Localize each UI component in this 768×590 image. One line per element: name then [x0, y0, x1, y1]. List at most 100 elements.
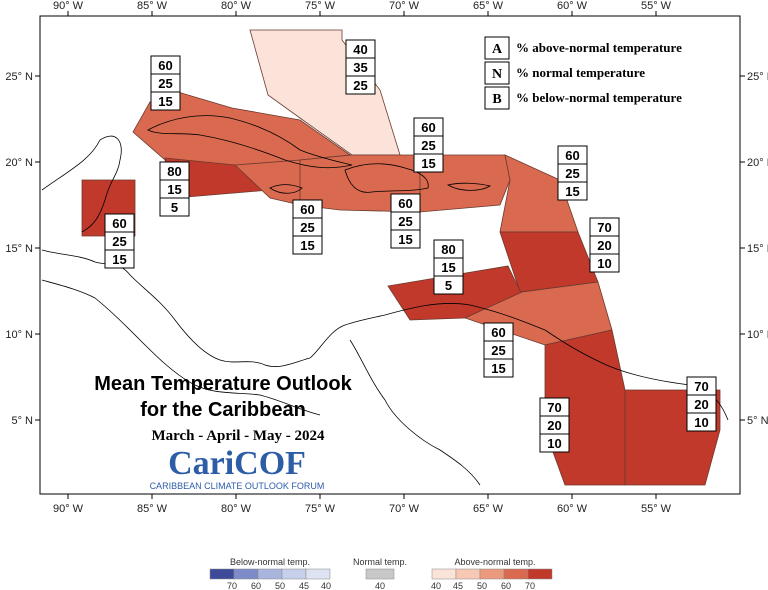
key-text-below: % below-normal temperature [516, 90, 682, 105]
prob-box-cell-below [557, 181, 588, 201]
prob-box-cell-below [589, 253, 620, 273]
logo-wordmark: CariCOF [168, 445, 306, 482]
prob-below-value: 5 [445, 278, 452, 293]
prob-normal-value: 25 [398, 214, 412, 229]
x-tick-label: 80° W [221, 0, 252, 12]
x-tick-label: 75° W [305, 0, 336, 12]
prob-box-leeward: 60 25 15 [557, 145, 588, 201]
x-tick-labels-top: 90° W 85° W 80° W 75° W 70° W 65° W 60° … [53, 0, 672, 12]
y-tick-label: 15° N [747, 243, 768, 255]
colorbar-tick: 50 [275, 581, 285, 590]
prob-below-value: 10 [597, 256, 611, 271]
colorbar-tick: 40 [321, 581, 331, 590]
colorbar-tick: 45 [299, 581, 309, 590]
colorbar-swatch-above-70 [527, 568, 553, 580]
prob-box-cell-below [686, 412, 717, 432]
x-tick-label: 65° W [473, 0, 504, 12]
prob-above-value: 40 [353, 42, 367, 57]
prob-above-value: 60 [421, 120, 435, 135]
colorbar-tick: 60 [501, 581, 511, 590]
prob-normal-value: 25 [158, 76, 172, 91]
colorbar-normal-title: Normal temp. [353, 557, 407, 567]
colorbar-swatch-above-60 [503, 568, 529, 580]
prob-normal-value: 20 [597, 238, 611, 253]
key-letter-above: A [492, 42, 503, 57]
prob-below-value: 10 [547, 436, 561, 451]
prob-below-value: 15 [300, 238, 314, 253]
x-tick-label: 70° W [389, 503, 420, 515]
prob-above-value: 60 [158, 58, 172, 73]
key-letter-normal: N [492, 67, 502, 82]
prob-above-value: 70 [694, 379, 708, 394]
yucatan-coast [41, 135, 122, 233]
prob-above-value: 70 [547, 400, 561, 415]
prob-box-cell-below [390, 229, 421, 249]
prob-box-cell-below [433, 275, 464, 295]
x-tick-label: 85° W [137, 0, 168, 12]
key-letter-below: B [492, 92, 501, 107]
colorbar-below-title: Below-normal temp. [230, 557, 310, 567]
prob-normal-value: 15 [167, 182, 181, 197]
x-tick-labels-bottom: 90° W 85° W 80° W 75° W 70° W 65° W 60° … [53, 503, 672, 515]
prob-box-guyana: 70 20 10 [539, 397, 570, 453]
abn-key: A N B % above-normal temperature % norma… [484, 36, 682, 110]
colorbar-above-title: Above-normal temp. [454, 557, 535, 567]
colorbar-swatch-below-60 [233, 568, 259, 580]
x-tick-label: 60° W [557, 503, 588, 515]
prob-box-windward: 70 20 10 [589, 217, 620, 273]
prob-above-value: 60 [565, 148, 579, 163]
cuba-outline [147, 115, 353, 169]
prob-above-value: 60 [112, 216, 126, 231]
prob-above-value: 60 [398, 196, 412, 211]
y-tick-label: 25° N [747, 71, 768, 83]
x-tick-label: 65° W [473, 503, 504, 515]
x-tick-label: 80° W [221, 503, 252, 515]
key-text-normal: % normal temperature [516, 65, 645, 80]
colorbar-swatch-below-70 [209, 568, 235, 580]
prob-box-cayman: 80 15 5 [159, 161, 190, 217]
colorbar-swatch-below-45 [281, 568, 307, 580]
prob-box-cuba: 60 25 15 [150, 55, 181, 111]
prob-box-cell-below [413, 153, 444, 173]
y-tick-label: 25° N [5, 71, 33, 83]
prob-above-value: 80 [441, 242, 455, 257]
prob-box-bahamas: 40 35 25 [345, 39, 376, 95]
colorbar-swatch-normal-40 [365, 568, 395, 580]
prob-normal-value: 35 [353, 60, 367, 75]
prob-box-trinidad: 60 25 15 [483, 322, 514, 378]
jamaica-outline [269, 184, 303, 194]
prob-normal-value: 25 [421, 138, 435, 153]
colorbar-tick: 50 [477, 581, 487, 590]
x-tick-label: 55° W [641, 0, 672, 12]
y-tick-labels-left: 25° N 20° N 15° N 10° N 5° N [5, 71, 33, 427]
logo-tagline: CARIBBEAN CLIMATE OUTLOOK FORUM [150, 481, 325, 491]
axis-ticks [35, 11, 745, 499]
prob-normal-value: 25 [565, 166, 579, 181]
prob-box-abc-islands: 80 15 5 [433, 239, 464, 295]
prob-normal-value: 15 [441, 260, 455, 275]
prob-below-value: 15 [491, 361, 505, 376]
prob-normal-value: 25 [491, 343, 505, 358]
y-tick-label: 20° N [747, 157, 768, 169]
colorbar-tick: 40 [431, 581, 441, 590]
prob-above-value: 60 [491, 325, 505, 340]
prob-below-value: 15 [565, 184, 579, 199]
colorbar-tick: 70 [227, 581, 237, 590]
key-box-above [484, 36, 510, 60]
hispaniola-outline [344, 163, 429, 193]
y-tick-label: 20° N [5, 157, 33, 169]
colorbar-swatch-above-50 [479, 568, 505, 580]
x-tick-label: 60° W [557, 0, 588, 12]
prob-below-value: 15 [421, 156, 435, 171]
x-tick-label: 90° W [53, 0, 84, 12]
y-tick-labels-right: 25° N 20° N 15° N 10° N 5° N [747, 71, 768, 427]
map-title-line1: Mean Temperature Outlook [94, 373, 352, 395]
colorbar-tick: 60 [251, 581, 261, 590]
colorbar-swatch-below-50 [257, 568, 283, 580]
prob-above-value: 60 [300, 202, 314, 217]
prob-box-jamaica: 60 25 15 [292, 199, 323, 255]
colorbar-swatch-above-45 [455, 568, 481, 580]
prob-below-value: 10 [694, 415, 708, 430]
y-tick-label: 5° N [747, 415, 768, 427]
